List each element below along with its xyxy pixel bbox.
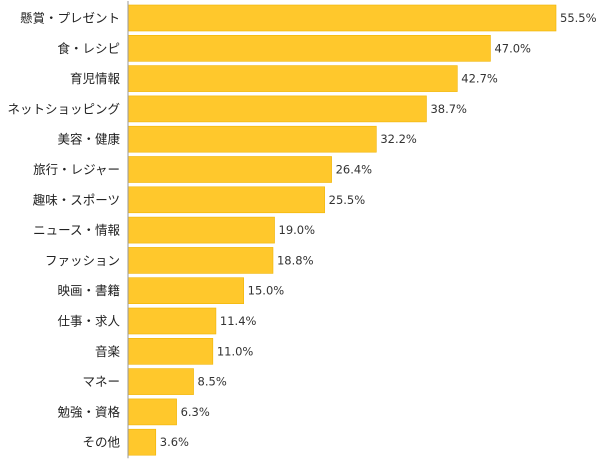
bar <box>127 95 427 123</box>
bar <box>127 428 157 456</box>
value-label: 15.0% <box>248 284 285 298</box>
bar <box>127 4 557 32</box>
category-label: 旅行・レジャー <box>33 162 120 177</box>
value-label: 8.5% <box>198 375 227 389</box>
category-label: 趣味・スポーツ <box>33 192 120 207</box>
bar <box>127 247 274 274</box>
value-label: 25.5% <box>329 193 366 207</box>
bar <box>127 216 275 244</box>
bar <box>127 277 244 305</box>
category-label: 美容・健康 <box>57 132 120 147</box>
value-label: 11.0% <box>217 344 254 358</box>
value-label: 26.4% <box>336 163 373 177</box>
category-label: 育児情報 <box>70 71 121 86</box>
category-labels: 懸賞・プレゼント食・レシピ育児情報ネットショッピング美容・健康旅行・レジャー趣味… <box>7 11 120 450</box>
bar <box>127 125 377 153</box>
category-label: マネー <box>82 374 120 389</box>
category-label: 仕事・求人 <box>57 314 120 329</box>
value-label: 32.2% <box>380 132 417 146</box>
value-label: 47.0% <box>494 41 531 55</box>
bar <box>127 65 458 92</box>
value-label: 11.4% <box>220 314 257 328</box>
bar <box>127 398 177 426</box>
category-label: 映画・書籍 <box>57 283 120 298</box>
category-label: 勉強・資格 <box>57 404 120 419</box>
category-label: ネットショッピング <box>7 101 120 116</box>
bar-group <box>127 4 557 456</box>
category-label: その他 <box>82 435 120 450</box>
category-label: ファッション <box>45 253 120 268</box>
value-labels: 55.5% 47.0% 42.7% 38.7% 32.2% 26.4% 25.5% 19.0%… <box>160 11 597 449</box>
category-label: 食・レシピ <box>57 41 120 56</box>
bar <box>127 368 194 395</box>
category-label: 音楽 <box>95 344 121 359</box>
value-label: 55.5% <box>560 11 597 25</box>
bar <box>127 186 325 214</box>
value-label: 18.8% <box>277 253 314 267</box>
bar <box>127 34 491 62</box>
value-label: 6.3% <box>181 405 210 419</box>
value-label: 38.7% <box>430 102 467 116</box>
category-label: 懸賞・プレゼント <box>20 11 120 26</box>
value-label: 3.6% <box>160 435 189 449</box>
value-label: 42.7% <box>461 72 498 86</box>
bar <box>127 307 217 335</box>
category-label: ニュース・情報 <box>33 223 120 238</box>
bar <box>127 337 214 365</box>
value-label: 19.0% <box>279 223 316 237</box>
bar <box>127 156 332 183</box>
